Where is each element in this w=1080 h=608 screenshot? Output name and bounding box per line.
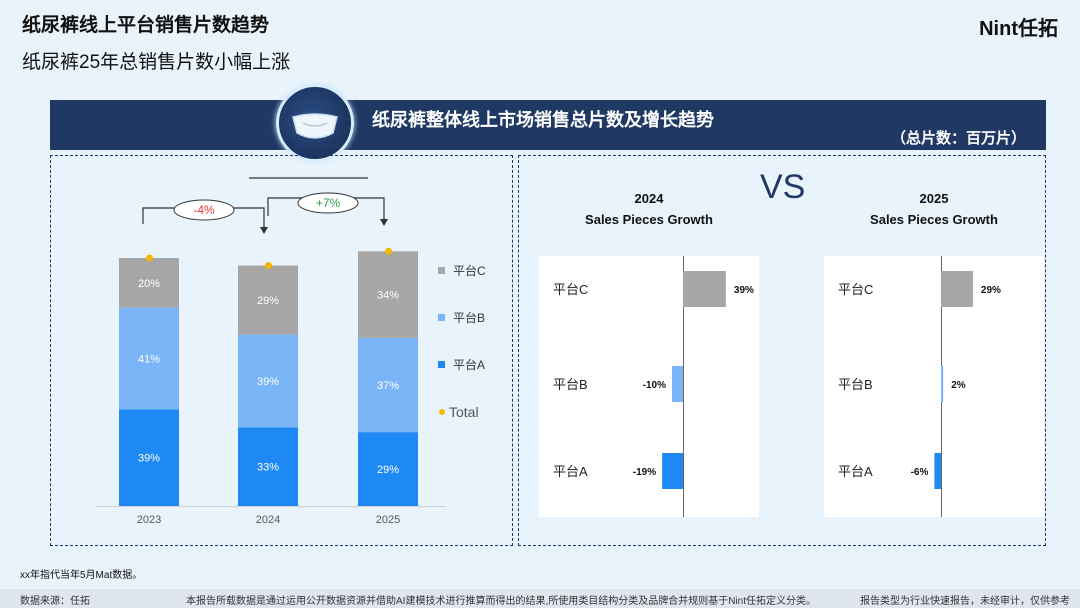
legend-label: 平台A: [453, 357, 485, 372]
total-dot: [146, 254, 153, 262]
growth-label-1: -4%: [193, 203, 215, 217]
x-tick-label: 2024: [256, 514, 280, 526]
growth-bubble-2: [297, 192, 359, 214]
legend-swatch: [439, 409, 445, 415]
growth-value-label: 39%: [734, 285, 754, 296]
growth-label-2: +7%: [316, 196, 341, 210]
growth-arrow-2: [380, 219, 388, 226]
segment-label: 34%: [377, 290, 399, 302]
bar-segment-a: [119, 409, 179, 506]
legend-swatch: [438, 267, 445, 274]
footer-source: 数据来源：任拓: [20, 596, 90, 607]
segment-label: 20%: [138, 278, 160, 290]
bar-segment-a: [238, 427, 298, 506]
growth-bar: [941, 271, 973, 307]
section-banner: 纸尿裤整体线上市场销售总片数及增长趋势 （总片数：百万片）: [50, 100, 1046, 150]
bar-segment-b: [238, 334, 298, 428]
segment-label: 41%: [138, 353, 160, 365]
segment-label: 29%: [257, 295, 279, 307]
brand-logo: Nint任拓: [979, 18, 1058, 40]
x-tick-label: 2023: [137, 514, 161, 526]
growth-chart-subtitle: Sales Pieces Growth: [585, 212, 713, 227]
bar-segment-a: [358, 432, 418, 506]
bar-segment-b: [358, 337, 418, 433]
bar-segment-c: [238, 265, 298, 335]
category-label: 平台C: [838, 282, 873, 297]
total-dot: [265, 262, 272, 270]
category-label: 平台C: [553, 282, 588, 297]
legend-swatch: [438, 314, 445, 321]
growth-chart-subtitle: Sales Pieces Growth: [870, 212, 998, 227]
growth-chart-title: 2024: [635, 191, 665, 206]
footer-disclaimer: 本报告所载数据是通过运用公开数据资源并借助AI建模技术进行推算而得出的结果,所使…: [186, 596, 817, 607]
growth-bar-charts: 2024 Sales Pieces Growth 平台C 39% 平台B -10% 平台A -…: [539, 191, 1044, 517]
footnote: xx年指代当年5月Mat数据。: [20, 570, 143, 581]
segment-label: 29%: [377, 464, 399, 476]
growth-bar: [683, 271, 726, 307]
segment-label: 39%: [138, 453, 160, 465]
growth-bar: [662, 453, 683, 489]
legend-label: Total: [449, 404, 479, 420]
growth-chart-title: 2025: [920, 191, 949, 206]
page-subtitle: 纸尿裤25年总销售片数小幅上涨: [22, 52, 291, 73]
growth-value-label: 2%: [951, 380, 966, 391]
growth-bubble-1: [173, 199, 235, 221]
vs-label: VS: [760, 168, 806, 206]
legend-label: 平台C: [453, 263, 486, 278]
growth-arrow-1: [260, 227, 268, 234]
growth-value-label: 29%: [981, 285, 1001, 296]
category-label: 平台B: [838, 377, 873, 392]
stacked-chart-panel: 39% 41% 20% 2023 33% 39% 29% 2024 29% 37% 34% 2025 -…: [50, 155, 513, 546]
growth-value-label: -10%: [643, 380, 666, 391]
growth-chart-panel: 2024 Sales Pieces Growth 平台C 39% 平台B -10% 平台A -…: [518, 155, 1046, 546]
legend-swatch: [438, 361, 445, 368]
footer-type: 报告类型为行业快速报告，未经审计，仅供参考: [860, 596, 1070, 607]
growth-value-label: -19%: [633, 467, 656, 478]
stacked-bar-chart: 39% 41% 20% 2023 33% 39% 29% 2024 29% 37% 34% 2025 -…: [96, 177, 486, 526]
growth-bar: [672, 366, 683, 402]
growth-bar: [934, 453, 941, 489]
page-footer: 数据来源：任拓 本报告所载数据是通过运用公开数据资源并借助AI建模技术进行推算而…: [0, 589, 1080, 608]
category-label: 平台A: [553, 464, 588, 479]
category-label: 平台B: [553, 377, 588, 392]
x-tick-label: 2025: [376, 514, 400, 526]
category-label: 平台A: [838, 464, 873, 479]
segment-label: 37%: [377, 380, 399, 392]
legend-label: 平台B: [453, 310, 485, 325]
growth-value-label: -6%: [911, 467, 929, 478]
banner-unit: （总片数：百万片）: [890, 130, 1026, 147]
bar-segment-b: [119, 307, 179, 410]
bar-segment-c: [119, 258, 179, 308]
diaper-icon: [276, 84, 354, 162]
segment-label: 33%: [257, 462, 279, 474]
growth-bar: [941, 366, 944, 402]
banner-title: 纸尿裤整体线上市场销售总片数及增长趋势: [372, 110, 714, 130]
total-dot: [385, 247, 392, 255]
segment-label: 39%: [257, 376, 279, 388]
page-title: 纸尿裤线上平台销售片数趋势: [22, 15, 270, 36]
growth-card: [824, 256, 1044, 517]
bar-segment-c: [358, 251, 418, 338]
